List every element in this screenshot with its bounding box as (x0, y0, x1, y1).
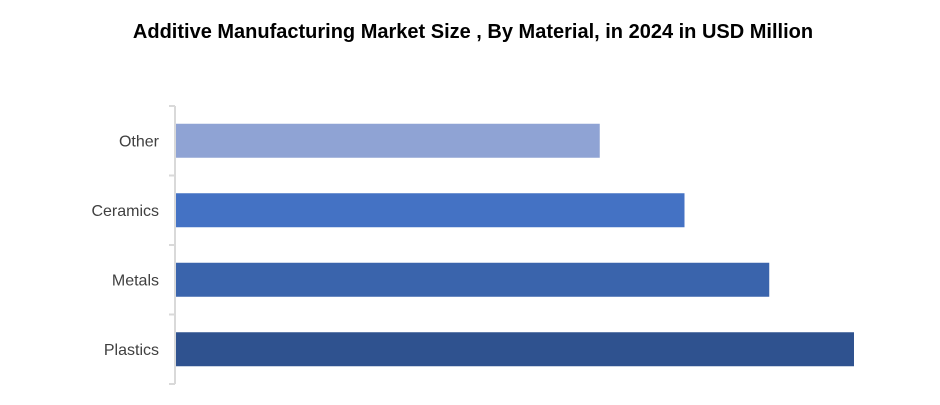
bar-metals (176, 262, 770, 297)
bar-other (176, 123, 600, 158)
chart-title: Additive Manufacturing Market Size , By … (132, 21, 814, 43)
category-label: Plastics (104, 342, 159, 359)
category-label: Other (119, 133, 160, 150)
category-label: Metals (112, 272, 159, 289)
bar-ceramics (176, 193, 685, 228)
bar-plastics (176, 332, 854, 367)
category-label: Ceramics (91, 203, 159, 220)
